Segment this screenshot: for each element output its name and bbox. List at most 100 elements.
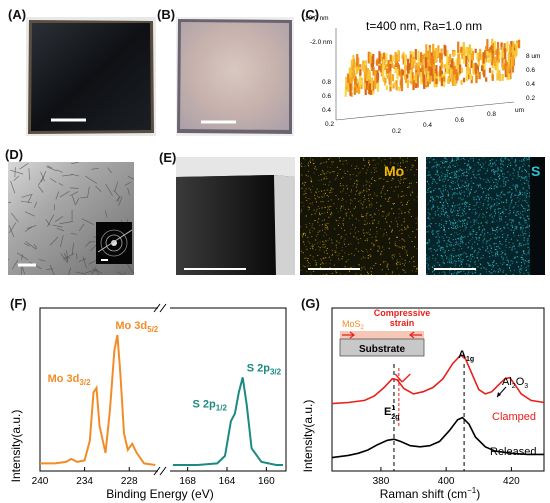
eds-s-signal bbox=[477, 162, 479, 164]
eds-s-signal bbox=[515, 187, 517, 189]
eds-s-signal bbox=[437, 230, 439, 232]
eds-mo-signal bbox=[399, 253, 401, 255]
eds-s-signal bbox=[463, 219, 465, 221]
eds-s-signal bbox=[436, 230, 438, 232]
eds-s-signal bbox=[457, 213, 459, 215]
eds-s-signal bbox=[494, 173, 496, 175]
afm-height-spike bbox=[511, 64, 515, 73]
eds-mo-signal bbox=[312, 258, 314, 260]
eds-s-signal bbox=[436, 163, 438, 165]
eds-s-signal bbox=[501, 163, 503, 165]
eds-s-signal bbox=[486, 211, 488, 213]
eds-s-signal bbox=[439, 263, 441, 265]
eds-mo-signal bbox=[365, 184, 367, 186]
eds-s-signal bbox=[528, 173, 530, 175]
eds-mo-signal bbox=[304, 257, 306, 259]
eds-s-signal bbox=[479, 235, 481, 237]
eds-s-signal bbox=[436, 195, 438, 197]
eds-mo-signal bbox=[317, 221, 319, 223]
eds-s-signal bbox=[489, 163, 491, 165]
eds-s-signal bbox=[521, 254, 523, 256]
eds-s-signal bbox=[462, 259, 464, 261]
eds-s-signal bbox=[453, 261, 455, 263]
eds-s-signal bbox=[443, 263, 445, 265]
eds-s-signal bbox=[483, 267, 485, 269]
eds-s-signal bbox=[524, 253, 526, 255]
afm-height-spike bbox=[425, 57, 428, 69]
eds-s-signal bbox=[452, 224, 454, 226]
eds-mo-signal bbox=[372, 267, 373, 269]
eds-s-signal bbox=[457, 258, 459, 260]
afm-height-spike bbox=[477, 60, 480, 66]
eds-s-signal bbox=[473, 198, 475, 200]
eds-s-signal bbox=[485, 221, 487, 223]
eds-mo-signal bbox=[318, 175, 320, 176]
eds-mo-signal bbox=[338, 223, 340, 225]
eds-mo-signal bbox=[367, 271, 368, 273]
afm-height-spike bbox=[501, 74, 504, 81]
eds-mo-signal bbox=[343, 243, 345, 245]
eds-s-signal bbox=[463, 185, 465, 187]
eds-mo-signal bbox=[362, 207, 364, 209]
eds-s-signal bbox=[514, 161, 516, 163]
eds-mo-signal bbox=[338, 254, 340, 256]
eds-s-signal bbox=[505, 201, 507, 203]
eds-mo-signal bbox=[400, 196, 402, 197]
eds-mo-signal bbox=[372, 220, 374, 222]
eds-s-signal bbox=[455, 222, 457, 224]
lattice-fringe bbox=[58, 183, 64, 186]
panel-label-g: (G) bbox=[301, 296, 320, 311]
eds-s-signal bbox=[494, 170, 496, 172]
eds-s-signal bbox=[466, 202, 468, 204]
eds-s-signal bbox=[449, 220, 451, 222]
eds-mo-signal bbox=[370, 255, 372, 257]
eds-s-signal bbox=[472, 243, 474, 245]
lattice-fringe bbox=[38, 186, 44, 193]
eds-mo-signal bbox=[388, 198, 390, 200]
eds-s-signal bbox=[454, 188, 456, 190]
eds-mo-signal bbox=[365, 232, 367, 234]
eds-mo-signal bbox=[319, 266, 321, 268]
eds-mo-signal bbox=[380, 205, 381, 207]
eds-mo-signal bbox=[353, 208, 355, 210]
eds-mo-signal bbox=[320, 157, 322, 159]
afm-height-spike bbox=[350, 79, 353, 91]
afm-height-spike bbox=[374, 77, 377, 89]
eds-s-signal bbox=[440, 227, 442, 229]
lattice-fringe bbox=[24, 243, 31, 247]
eds-mo-signal bbox=[396, 261, 398, 263]
eds-s-signal bbox=[515, 202, 517, 204]
eds-mo-signal bbox=[387, 170, 389, 172]
eds-s-signal bbox=[518, 169, 520, 171]
eds-s-signal bbox=[460, 180, 462, 182]
eds-mo-signal bbox=[333, 264, 335, 266]
eds-s-signal bbox=[491, 216, 493, 218]
afm-height-spike bbox=[355, 87, 359, 93]
eds-mo-signal bbox=[372, 222, 374, 224]
eds-s-signal bbox=[526, 202, 528, 204]
eds-s-signal bbox=[455, 228, 457, 230]
eds-mo-signal bbox=[302, 241, 304, 243]
eds-s-signal bbox=[472, 231, 474, 233]
eds-s-signal bbox=[455, 177, 457, 179]
eds-mo-signal bbox=[336, 166, 338, 168]
eds-s-signal bbox=[528, 225, 530, 227]
eds-s-signal bbox=[496, 250, 498, 252]
eds-s-signal bbox=[489, 187, 491, 189]
eds-mo-signal bbox=[346, 163, 348, 165]
afm-height-spike bbox=[462, 42, 465, 54]
eds-s-signal bbox=[432, 178, 434, 180]
eds-mo-signal bbox=[402, 161, 404, 163]
eds-s-signal bbox=[432, 180, 434, 182]
eds-s-signal bbox=[472, 273, 474, 275]
eds-mo-signal bbox=[408, 200, 410, 202]
eds-mo-signal bbox=[364, 199, 366, 201]
eds-mo-signal bbox=[367, 166, 369, 168]
eds-s-signal bbox=[453, 272, 455, 274]
eds-mo-signal bbox=[404, 259, 406, 261]
eds-s-signal bbox=[436, 172, 438, 174]
afm-height-spike bbox=[394, 67, 397, 74]
eds-s-signal bbox=[455, 157, 457, 159]
eds-map-mo: Mo bbox=[300, 157, 418, 275]
eds-s-signal bbox=[518, 235, 520, 237]
